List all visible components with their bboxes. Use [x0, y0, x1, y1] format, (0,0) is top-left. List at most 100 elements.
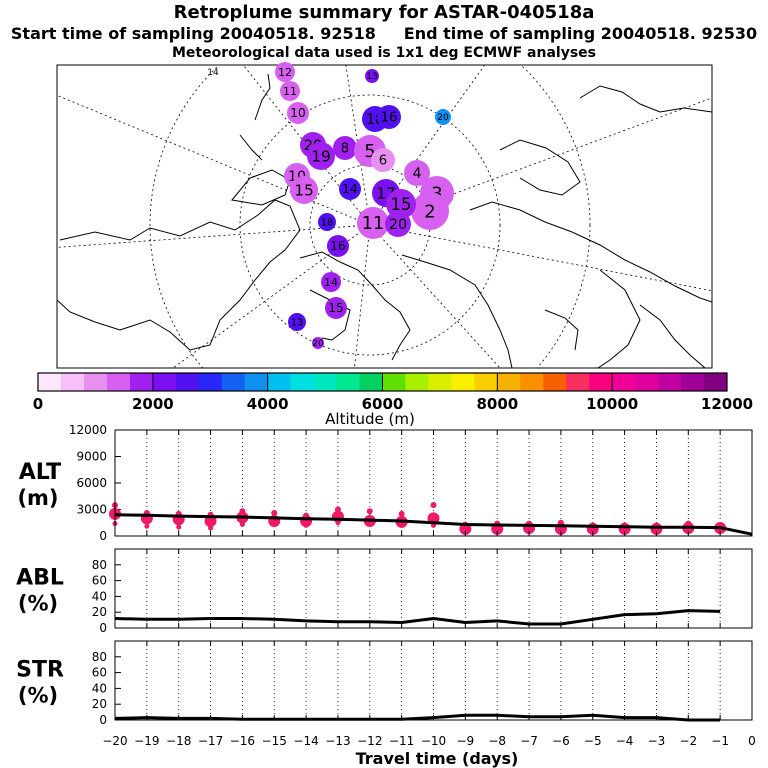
- colorbar-cell: [497, 373, 521, 391]
- altitude-cluster-point: [430, 502, 437, 509]
- colorbar-cell: [267, 373, 292, 391]
- colorbar-cell: [198, 373, 223, 391]
- cluster-marker: [287, 102, 309, 124]
- meridian-line: [172, 224, 371, 368]
- panel-ylabel-unit: (%): [18, 684, 58, 708]
- colorbar-cell: [83, 373, 108, 391]
- xtick-label: −15: [262, 734, 287, 748]
- coastline: [499, 139, 581, 196]
- meridian-line: [369, 224, 712, 292]
- cluster-label: 18: [321, 217, 334, 228]
- cluster-label: 11: [362, 214, 384, 234]
- cluster-marker: [312, 337, 324, 349]
- altitude-cluster-point: [335, 520, 341, 526]
- met-data-line: Meteorological data used is 1x1 deg ECMW…: [172, 45, 596, 61]
- colorbar-tick-label: 12000: [701, 395, 753, 413]
- colorbar-cell: [175, 373, 200, 391]
- altitude-cluster-point: [239, 522, 245, 528]
- cluster-label: 20: [312, 339, 324, 349]
- latitude-circle: [239, 94, 501, 356]
- latitude-circle: [149, 65, 591, 368]
- ytick-label: 80: [92, 650, 107, 664]
- colorbar: 0 2000 4000 6000 8000 10000 12000 Altitude (m): [33, 372, 753, 428]
- xtick-label: 0: [748, 734, 756, 748]
- cluster-marker: [371, 148, 395, 172]
- cluster-label: 15: [294, 181, 314, 199]
- colorbar-cell: [658, 373, 682, 391]
- meridian-line: [57, 94, 371, 226]
- cluster-marker: [318, 213, 336, 231]
- cluster-label: 2: [424, 201, 435, 222]
- panel-ylabel: ABL: [16, 566, 64, 591]
- cluster-marker: [377, 105, 401, 129]
- xtick-label: −5: [584, 734, 602, 748]
- coastline: [579, 85, 712, 113]
- coastline: [469, 201, 712, 303]
- panel-ylabel: ALT: [19, 460, 61, 485]
- cluster-marker: [307, 142, 335, 170]
- cluster-markers: 1412131110201816201985610154321417151120…: [207, 62, 454, 349]
- colorbar-cell: [635, 373, 659, 391]
- ytick-label: 80: [92, 558, 107, 572]
- coastline: [299, 251, 411, 361]
- colorbar-cell: [681, 373, 705, 391]
- cluster-marker: [411, 192, 449, 230]
- colorbar-tick-label: 6000: [362, 395, 404, 413]
- coastline: [544, 309, 579, 351]
- start-value: 20040518. 92518: [219, 24, 376, 43]
- colorbar-cell: [152, 373, 177, 391]
- cluster-marker: [339, 178, 361, 200]
- xtick-label: −11: [389, 734, 414, 748]
- coastline: [309, 289, 351, 341]
- cluster-label: 15: [391, 195, 412, 214]
- xtick-label: −7: [520, 734, 538, 748]
- str-series-line: [114, 713, 721, 722]
- coastline: [401, 254, 513, 368]
- xtick-label: −16: [230, 734, 255, 748]
- chart-title: Retroplume summary for ASTAR-040518a: [173, 2, 595, 23]
- colorbar-cell: [244, 373, 269, 391]
- colorbar-cell: [474, 373, 498, 391]
- cluster-marker: [325, 297, 347, 319]
- ytick-label: 9000: [76, 450, 107, 464]
- cluster-label: 16: [381, 111, 398, 126]
- xtick-label: −1: [711, 734, 729, 748]
- xtick-label: −20: [102, 734, 127, 748]
- colorbar-cell: [382, 373, 406, 391]
- colorbar-tick-label: 0: [33, 395, 43, 413]
- colorbar-cell: [451, 373, 475, 391]
- xtick-label: −6: [552, 734, 570, 748]
- coastline: [597, 269, 641, 368]
- cluster-marker: [357, 207, 389, 239]
- meridian-line: [369, 224, 501, 368]
- ytick-label: 0: [99, 713, 107, 727]
- xtick-label: −2: [679, 734, 697, 748]
- ytick-label: 60: [92, 574, 107, 588]
- xtick-label: −17: [198, 734, 223, 748]
- colorbar-cell: [38, 373, 62, 391]
- xtick-label: −13: [325, 734, 350, 748]
- ytick-label: 20: [92, 697, 107, 711]
- cluster-label: 6: [379, 154, 387, 169]
- meridian-line: [369, 97, 712, 226]
- colorbar-tick-label: 8000: [476, 395, 518, 413]
- time-series-panels: ALT(m)030006000900012000ABL(%)020406080S…: [16, 423, 756, 768]
- xtick-label: −14: [293, 734, 318, 748]
- colorbar-cell: [543, 373, 567, 391]
- cluster-marker: [385, 211, 411, 237]
- abl-series-line: [114, 609, 721, 626]
- end-value: 20040518. 92530: [600, 24, 758, 43]
- altitude-cluster-point: [176, 524, 182, 530]
- cluster-marker: [404, 160, 430, 186]
- xtick-label: −12: [357, 734, 382, 748]
- colorbar-cell: [313, 373, 338, 391]
- panel-frame: [114, 640, 753, 721]
- colorbar-tick-label: 10000: [586, 395, 638, 413]
- colorbar-cell: [290, 373, 315, 391]
- xtick-label: −9: [456, 734, 474, 748]
- cluster-label: 13: [291, 317, 304, 328]
- panel-ylabel-unit: (m): [17, 486, 58, 510]
- ytick-label: 0: [99, 529, 107, 543]
- colorbar-cell: [566, 373, 590, 391]
